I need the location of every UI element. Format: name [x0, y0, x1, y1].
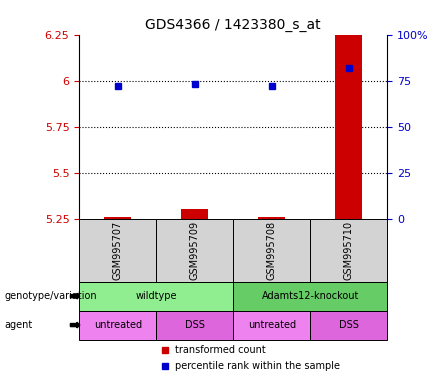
- Text: DSS: DSS: [185, 320, 205, 330]
- Text: Adamts12-knockout: Adamts12-knockout: [261, 291, 359, 301]
- Text: untreated: untreated: [94, 320, 142, 330]
- Text: agent: agent: [4, 320, 33, 330]
- Text: GSM995707: GSM995707: [113, 220, 123, 280]
- Text: percentile rank within the sample: percentile rank within the sample: [175, 361, 340, 371]
- FancyBboxPatch shape: [233, 282, 387, 311]
- Text: DSS: DSS: [339, 320, 359, 330]
- Text: GSM995708: GSM995708: [267, 220, 277, 280]
- Bar: [335, 35, 362, 218]
- FancyBboxPatch shape: [79, 282, 233, 311]
- FancyBboxPatch shape: [79, 218, 156, 282]
- Text: GSM995710: GSM995710: [344, 220, 354, 280]
- Bar: [258, 217, 285, 218]
- Title: GDS4366 / 1423380_s_at: GDS4366 / 1423380_s_at: [145, 18, 321, 32]
- FancyBboxPatch shape: [79, 311, 156, 339]
- FancyBboxPatch shape: [156, 311, 233, 339]
- FancyBboxPatch shape: [233, 218, 310, 282]
- Text: GSM995709: GSM995709: [190, 220, 200, 280]
- Text: wildtype: wildtype: [136, 291, 177, 301]
- Bar: [104, 217, 131, 218]
- FancyBboxPatch shape: [156, 218, 233, 282]
- Bar: [181, 209, 208, 218]
- Text: genotype/variation: genotype/variation: [4, 291, 97, 301]
- Text: transformed count: transformed count: [175, 345, 265, 355]
- FancyBboxPatch shape: [310, 311, 387, 339]
- Text: untreated: untreated: [248, 320, 296, 330]
- FancyBboxPatch shape: [310, 218, 387, 282]
- FancyBboxPatch shape: [233, 311, 310, 339]
